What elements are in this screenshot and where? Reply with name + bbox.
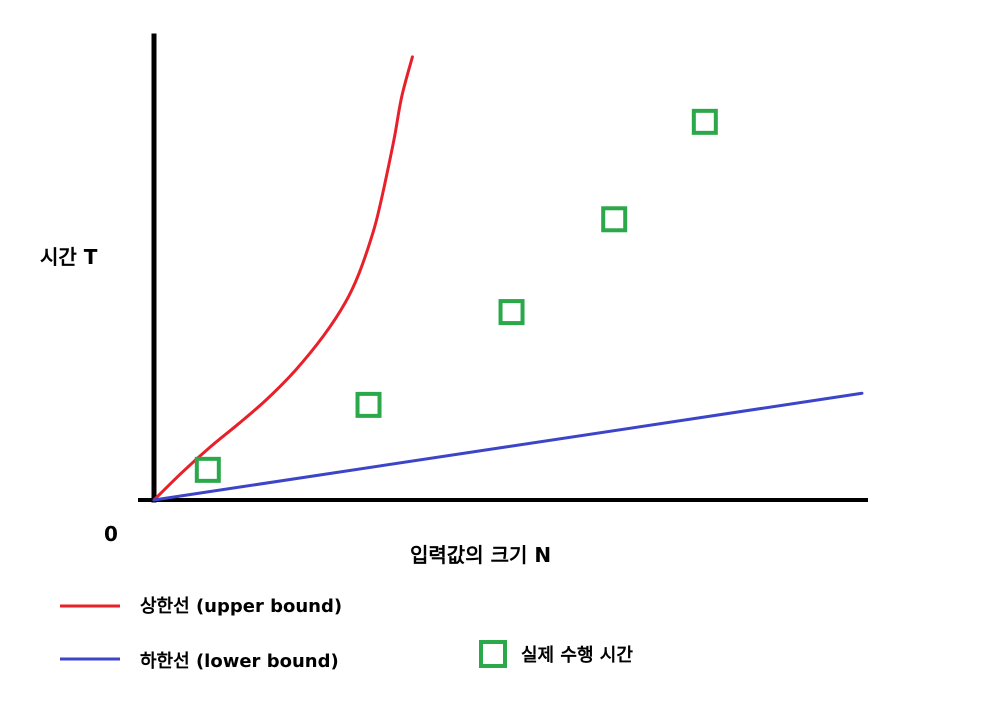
origin-label: 0 xyxy=(104,522,118,546)
upper-bound-line xyxy=(152,55,414,502)
legend-actual-time-swatch xyxy=(479,640,507,668)
actual-time-point xyxy=(691,108,718,135)
x-axis-label: 입력값의 크기 N xyxy=(410,543,551,567)
y-axis-label: 시간 T xyxy=(40,245,98,269)
lower-bound-line xyxy=(152,391,864,502)
legend: 상한선 (upper bound) 하한선 (lower bound) 실제 수… xyxy=(60,596,633,672)
legend-upper-bound-label: 상한선 (upper bound) xyxy=(140,596,342,617)
legend-actual-time-label: 실제 수행 시간 xyxy=(521,645,633,666)
legend-lower-bound-label: 하한선 (lower bound) xyxy=(140,651,339,672)
actual-time-point xyxy=(498,299,525,326)
actual-time-point xyxy=(601,206,628,233)
actual-time-point xyxy=(355,391,382,418)
actual-time-point xyxy=(194,456,221,483)
series-layer xyxy=(152,55,864,502)
